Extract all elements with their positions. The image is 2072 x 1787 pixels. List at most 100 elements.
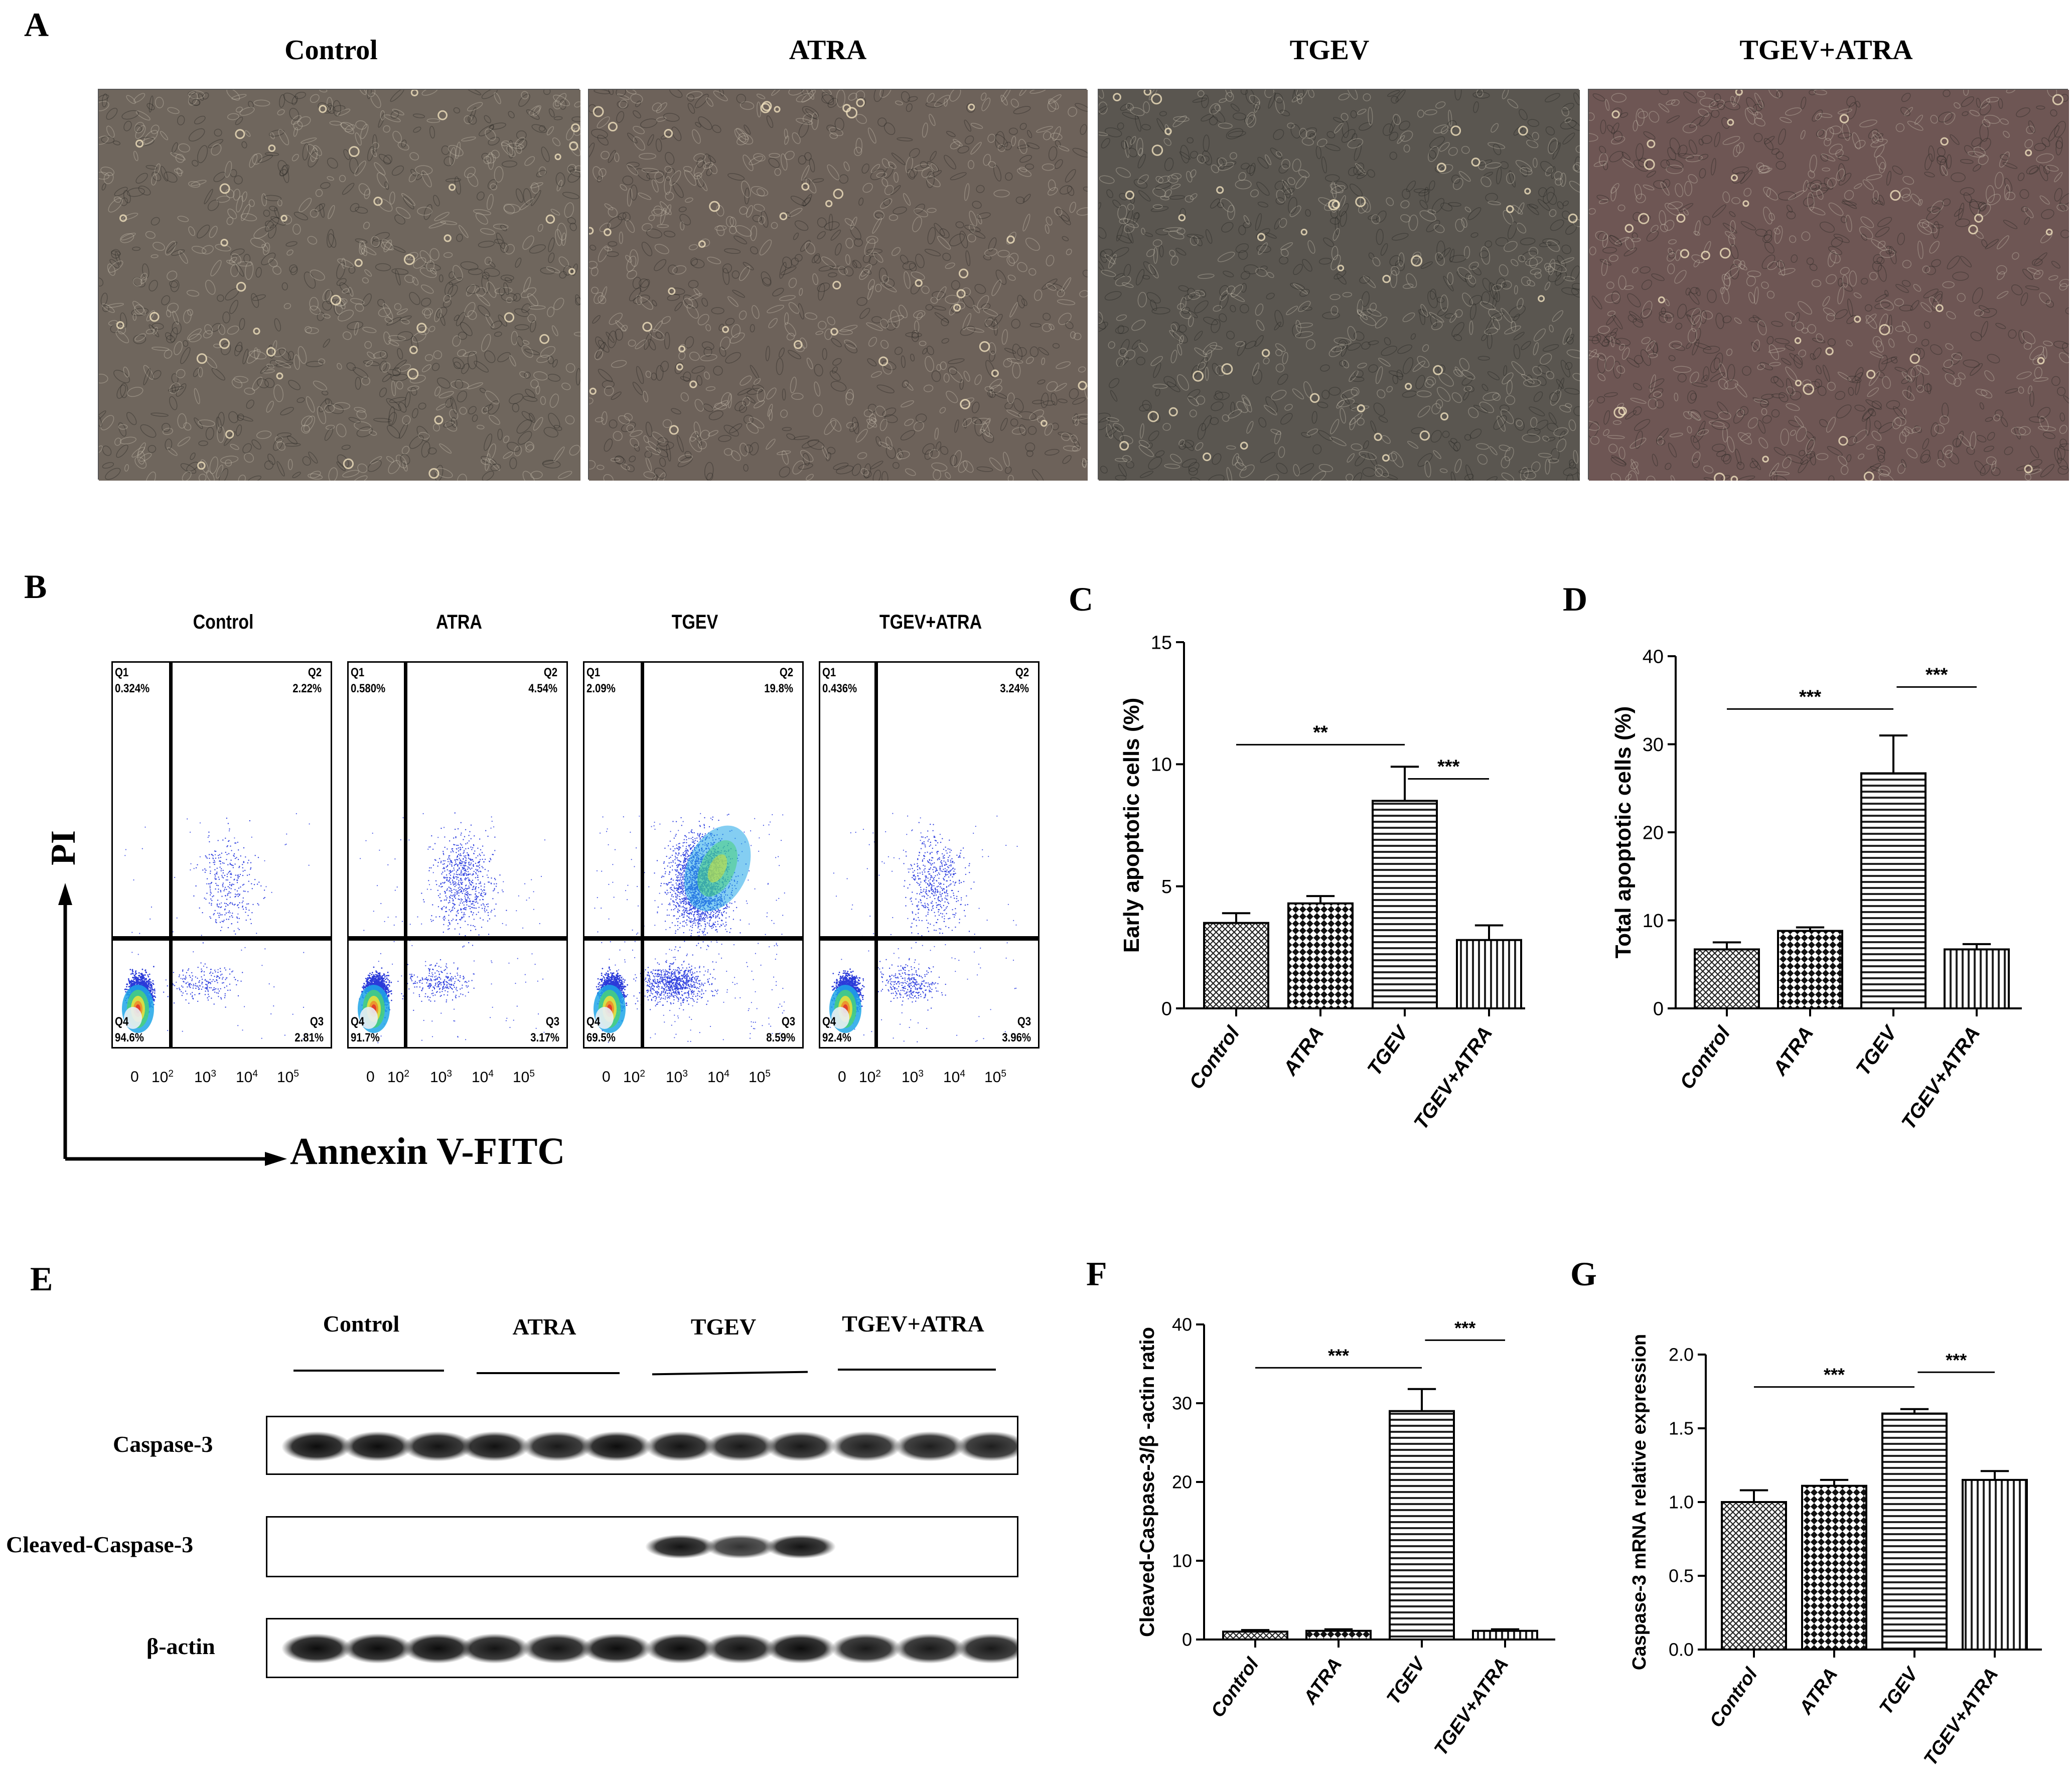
wb-underline-tgev-atra — [838, 1369, 996, 1371]
y-tick-label: 10 — [1151, 755, 1172, 776]
quadrant-q2-percent: 2.22% — [292, 682, 322, 695]
panel-letter-g: G — [1570, 1255, 1597, 1293]
wb-band — [343, 1431, 413, 1461]
bar — [1287, 902, 1354, 1009]
y-axis-label: Total apoptotic cells (%) — [1611, 706, 1636, 959]
significance-label: *** — [1328, 1345, 1349, 1366]
quadrant-q4-percent: 69.5% — [586, 1031, 616, 1045]
wb-band — [403, 1431, 473, 1461]
quadrant-q4-label: Q4 91.7% — [351, 1014, 380, 1046]
flow-x-tick: 0 — [130, 1069, 139, 1085]
micrograph-tgev — [1098, 89, 1580, 481]
micrograph-title-atra: ATRA — [789, 35, 867, 66]
x-tick-label: TGEV+ATRA — [1430, 1654, 1513, 1759]
wb-band — [522, 1431, 593, 1461]
wb-band — [645, 1535, 715, 1559]
wb-band — [281, 1633, 352, 1664]
x-tick-label: Control — [1185, 1022, 1244, 1093]
panel-letter-b: B — [24, 567, 47, 606]
significance-label: *** — [1799, 686, 1822, 707]
flow-title-control: Control — [193, 611, 254, 633]
flow-title-tgev-atra: TGEV+ATRA — [879, 611, 982, 633]
x-tick-label: TGEV — [1383, 1653, 1430, 1709]
quadrant-q1-percent: 0.436% — [822, 682, 857, 695]
quadrant-q1-name: Q1 — [822, 666, 836, 679]
flow-x-tick: 0 — [602, 1069, 611, 1085]
wb-underline-tgev — [652, 1371, 808, 1376]
quadrant-q2-name: Q2 — [308, 666, 322, 679]
quadrant-q3-label: Q3 8.59% — [766, 1014, 795, 1046]
wb-band — [705, 1431, 776, 1461]
wb-band — [460, 1633, 530, 1664]
quadrant-q1-name: Q1 — [351, 666, 365, 679]
chart-cleaved-caspase-ratio: 0 10 20 30 40 Cleaved-Caspase-3/β -actin rati… — [1136, 1314, 1555, 1759]
x-tick-label: TGEV — [1852, 1021, 1902, 1080]
y-tick-label: 20 — [1643, 822, 1664, 843]
x-tick-label: TGEV — [1363, 1021, 1413, 1080]
panel-letter-d: D — [1563, 580, 1588, 618]
wb-underline-control — [293, 1370, 444, 1372]
quadrant-q1-label: Q1 0.436% — [822, 665, 857, 697]
quadrant-q3-label: Q3 3.17% — [530, 1014, 559, 1046]
flow-gate-horizontal — [349, 936, 566, 941]
quadrant-q2-name: Q2 — [543, 666, 557, 679]
quadrant-q3-label: Q3 3.96% — [1002, 1014, 1031, 1046]
panel-letter-f: F — [1086, 1255, 1107, 1293]
panel-letter-c: C — [1069, 580, 1094, 618]
flow-x-tick: 103 — [430, 1069, 452, 1086]
micrograph-title-tgev: TGEV — [1289, 35, 1370, 66]
wb-band — [522, 1633, 593, 1664]
wb-strip-beta-actin — [266, 1618, 1018, 1678]
y-tick-label: 40 — [1643, 646, 1664, 667]
y-tick-label: 10 — [1172, 1551, 1192, 1571]
bar — [1222, 1630, 1288, 1641]
wb-label-beta-actin: β-actin — [146, 1633, 215, 1659]
wb-band — [956, 1431, 1017, 1461]
bar — [1305, 1629, 1372, 1641]
micrograph-title-tgev-atra: TGEV+ATRA — [1739, 35, 1913, 66]
quadrant-q4-name: Q4 — [822, 1015, 836, 1028]
flow-gate-horizontal — [584, 936, 802, 941]
bar — [1777, 930, 1843, 1009]
quadrant-q2-label: Q2 4.54% — [528, 665, 557, 697]
wb-group-tgev: TGEV — [690, 1314, 757, 1339]
significance-label: *** — [1824, 1365, 1845, 1385]
significance-label: ** — [1313, 722, 1328, 743]
quadrant-q3-label: Q3 2.81% — [294, 1014, 324, 1046]
micrograph-tgev-atra — [1588, 89, 2069, 481]
wb-band — [460, 1431, 530, 1461]
flow-x-tick: 103 — [902, 1069, 924, 1086]
y-tick-label: 0 — [1653, 998, 1664, 1019]
x-tick-label: Control — [1207, 1654, 1263, 1721]
flow-gate-vertical — [874, 663, 878, 1047]
flow-gate-vertical — [404, 663, 407, 1047]
wb-band — [281, 1431, 352, 1461]
wb-band — [645, 1633, 715, 1664]
wb-label-cleaved-caspase3: Cleaved-Caspase-3 — [6, 1532, 194, 1557]
quadrant-q3-name: Q3 — [310, 1015, 324, 1028]
y-tick-label: 0.5 — [1669, 1566, 1694, 1586]
bar — [1962, 1478, 2028, 1651]
annexin-axis-label: Annexin V-FITC — [290, 1130, 565, 1172]
flow-x-tick: 0 — [838, 1069, 846, 1085]
bar — [1801, 1484, 1867, 1651]
wb-band — [766, 1535, 836, 1559]
y-tick-label: 1.0 — [1669, 1492, 1694, 1513]
quadrant-q1-label: Q1 2.09% — [586, 665, 616, 697]
quadrant-q3-percent: 8.59% — [766, 1031, 795, 1045]
y-tick-label: 30 — [1643, 734, 1664, 756]
y-tick-label: 2.0 — [1669, 1345, 1694, 1365]
flow-x-tick: 105 — [513, 1069, 535, 1086]
bar — [1472, 1629, 1538, 1641]
quadrant-q2-label: Q2 2.22% — [292, 665, 322, 697]
wb-group-tgev-atra: TGEV+ATRA — [842, 1311, 984, 1336]
flow-x-tick: 105 — [749, 1069, 771, 1086]
wb-band — [581, 1431, 652, 1461]
chart-total-apoptotic: 0 10 20 30 40 Total apoptotic cells (%) Contro… — [1611, 646, 2022, 1134]
quadrant-q2-percent: 4.54% — [528, 682, 557, 695]
significance-label: *** — [1946, 1350, 1967, 1370]
bar — [1694, 948, 1760, 1009]
bar — [1721, 1501, 1787, 1651]
bar — [1881, 1412, 1948, 1651]
wb-group-atra: ATRA — [512, 1314, 576, 1339]
